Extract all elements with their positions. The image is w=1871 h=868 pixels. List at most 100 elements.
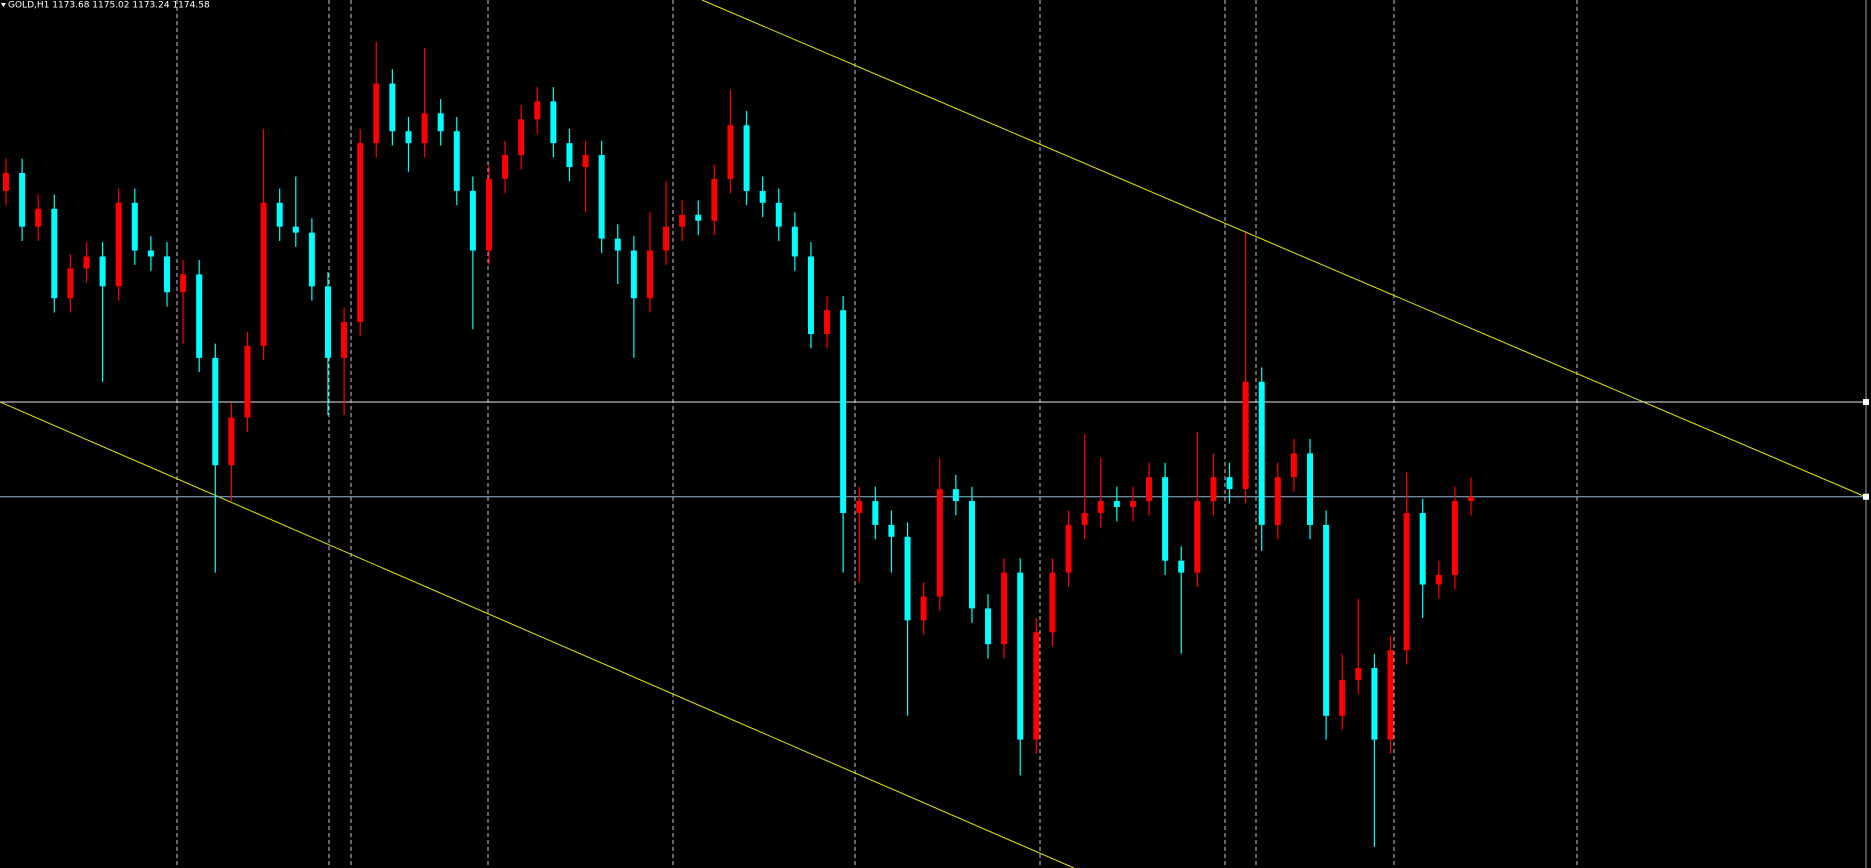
candle-body [1113, 501, 1120, 508]
candle-body [421, 113, 428, 144]
candle-body [1307, 453, 1314, 525]
candle-body [968, 501, 975, 609]
candle-body [115, 202, 122, 287]
candle-body [292, 226, 299, 233]
candle-body [775, 202, 782, 227]
candle-body [99, 256, 106, 287]
horizontal-levels [0, 399, 1869, 500]
candle-body [985, 608, 992, 645]
candle-body [196, 274, 203, 358]
candle-body [373, 83, 380, 144]
candle-body [1371, 668, 1378, 740]
candle-body [1242, 381, 1249, 490]
candle-body [260, 202, 267, 346]
candle-body [1049, 572, 1056, 633]
price-level-marker [1863, 399, 1869, 406]
candle-body [163, 256, 170, 293]
candles [3, 41, 1474, 848]
candle-body [389, 83, 396, 132]
candle-body [502, 155, 509, 179]
candle-body [341, 322, 348, 358]
candle-body [840, 310, 847, 513]
candle-body [469, 190, 476, 251]
candle-body [646, 250, 653, 299]
candle-body [904, 536, 911, 621]
candle-body [228, 417, 235, 466]
candle-body [1129, 501, 1136, 508]
candle-body [1001, 572, 1008, 645]
candle-body [1355, 668, 1362, 680]
candle-body [180, 274, 187, 293]
candle-body [791, 226, 798, 257]
candle-body [598, 155, 605, 239]
candle-body [582, 155, 589, 168]
candle-body [534, 101, 541, 120]
candle-body [936, 489, 943, 597]
candle-body [1097, 501, 1104, 513]
candle-body [856, 501, 863, 513]
candle-body [1146, 477, 1153, 502]
candle-body [695, 214, 702, 221]
candle-body [19, 172, 26, 227]
candle-body [952, 489, 959, 502]
period-separators [176, 0, 1578, 868]
candle-body [308, 232, 315, 287]
candle-body [759, 190, 766, 203]
candle-body [453, 131, 460, 191]
candle-body [1403, 512, 1410, 651]
trend-line [701, 0, 1867, 498]
candle-body [663, 226, 670, 251]
trend-line [0, 401, 1075, 868]
candle-body [1081, 512, 1088, 525]
candle-body [518, 119, 525, 156]
candle-body [212, 357, 219, 466]
candle-body [35, 208, 42, 227]
header-icon [1, 3, 6, 7]
candle-body [1226, 477, 1233, 490]
candle-body [1468, 496, 1474, 502]
candle-body [147, 250, 154, 257]
candle-body [1178, 560, 1185, 573]
candle-body [807, 256, 814, 335]
candle-body [1290, 453, 1297, 478]
candle-body [67, 268, 74, 299]
candle-body [405, 131, 412, 144]
candle-body [276, 202, 283, 227]
candle-body [357, 143, 364, 323]
candle-body [83, 256, 90, 269]
candle-body [550, 101, 557, 144]
candle-body [679, 214, 686, 227]
candle-body [920, 596, 927, 621]
candle-body [566, 143, 573, 168]
candle-body [1323, 524, 1330, 716]
candle-body [1435, 575, 1442, 585]
candle-body [324, 286, 331, 358]
candle-body [727, 125, 734, 179]
candle-body [824, 310, 831, 335]
price-level-marker [1863, 493, 1869, 500]
candle-body [1339, 679, 1346, 716]
candle-body [51, 208, 58, 299]
candle-body [872, 501, 879, 525]
candle-body [1387, 650, 1394, 740]
candle-body [888, 524, 895, 537]
candle-body [711, 178, 718, 221]
candle-body [437, 113, 444, 132]
candle-body [1258, 381, 1265, 525]
candle-body [1419, 512, 1426, 585]
candle-body [1274, 477, 1281, 525]
symbol-header: GOLD,H1 1173.68 1175.02 1173.24 1174.58 [8, 1, 210, 11]
candle-body [1194, 501, 1201, 573]
candle-body [1017, 572, 1024, 740]
candle-body [1451, 501, 1458, 576]
candle-body [1065, 524, 1072, 573]
candle-body [131, 202, 138, 251]
candle-body [630, 250, 637, 299]
candle-body [614, 238, 621, 251]
candle-body [244, 345, 251, 418]
candle-body [485, 178, 492, 251]
candle-body [1210, 477, 1217, 502]
